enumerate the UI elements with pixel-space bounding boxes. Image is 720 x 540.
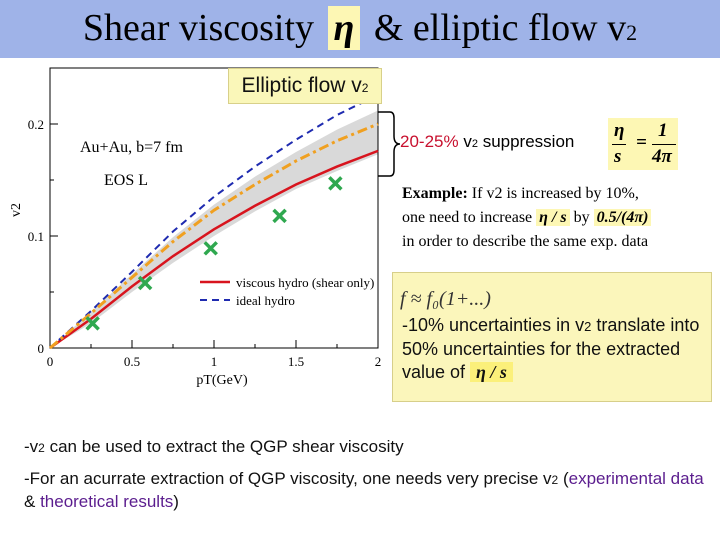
note-eta-s: η / s — [470, 362, 513, 382]
note-mid3: uncertainties for the extracted value of — [402, 339, 681, 382]
example-eta-s: η / s — [536, 209, 570, 226]
bullet2-sub: 2 — [551, 473, 559, 487]
suppression-v: v — [463, 132, 472, 151]
y-tick-label: 0.1 — [28, 229, 44, 244]
bullet2-amp: & — [24, 492, 41, 511]
x-tick-label: 1.5 — [288, 354, 304, 369]
v2-chart: 0 0.5 1 1.5 2 0 0.1 0.2 pT(GeV) v2 Au+Au, b=7 fm EO… — [9, 67, 381, 388]
bullet2-paren-open: ( — [558, 469, 569, 488]
bullet2-paren-close: ) — [173, 492, 179, 511]
example-line1: If v2 is increased by 10%, — [467, 185, 639, 202]
example-line2a: one need to increase — [402, 209, 537, 226]
note-sub: 2 — [584, 319, 592, 334]
marker-stroke — [272, 208, 287, 224]
suppression-sub: 2 — [471, 138, 478, 150]
kss-eq: = — [636, 132, 647, 153]
example-amount: 0.5/(4π) — [593, 209, 652, 226]
y-tick-label: 0.2 — [28, 117, 44, 132]
marker-stroke — [137, 275, 153, 291]
x-tick-label: 0 — [47, 354, 54, 369]
suppression-rest: suppression — [477, 132, 575, 151]
example-line3: in order to describe the same exp. data — [402, 233, 649, 250]
elliptic-flow-text: Elliptic flow v — [241, 74, 362, 97]
legend: viscous hydro (shear only) ideal hydro — [200, 275, 374, 308]
marker-stroke — [203, 241, 218, 256]
y-axis-label: v2 — [9, 203, 24, 217]
bullet1-sub: 2 — [38, 441, 45, 455]
elliptic-flow-sub: 2 — [361, 81, 369, 95]
x-tick-label: 2 — [375, 354, 382, 369]
elliptic-flow-label: Elliptic flow v2 — [228, 68, 382, 104]
note-pre: -10% — [402, 315, 445, 335]
annotation-eos: EOS L — [104, 172, 148, 189]
suppression-brace — [378, 111, 401, 177]
bullet-2: -For an acurrate extraction of QGP visco… — [24, 468, 714, 513]
uncertainty-note-box — [392, 272, 712, 402]
data-marker — [137, 275, 153, 291]
series-line-2 — [49, 122, 379, 350]
bullet2-pre: -For an acurrate extraction of QGP visco… — [24, 469, 552, 488]
kss-num-right: 1 — [658, 120, 668, 141]
data-marker — [203, 241, 218, 256]
kss-line-right — [652, 144, 676, 145]
data-marker — [272, 208, 287, 224]
title-sub: 2 — [626, 20, 638, 45]
slide-title: Shear viscosity η & elliptic flow v2 — [0, 6, 720, 50]
suppression-text: 20-25% v2 suppression — [400, 132, 574, 152]
kss-num-left: η — [614, 120, 625, 141]
title-eta: η — [327, 6, 361, 50]
annotation-system: Au+Au, b=7 fm — [80, 139, 183, 156]
axis-labels: 0 0.5 1 1.5 2 0 0.1 0.2 pT(GeV) v2 Au+Au, b=7 fm EO… — [9, 117, 381, 388]
x-tick-label: 0.5 — [124, 354, 140, 369]
suppression-percent: 20-25% — [400, 132, 459, 151]
uncertainty-note: -10% uncertainties in v2 translate into … — [402, 314, 708, 384]
bullet-1: -v2 can be used to extract the QGP shear… — [24, 436, 714, 459]
example-text: Example: If v2 is increased by 10%, one … — [402, 182, 714, 254]
bullet2-experimental: experimental data — [568, 469, 704, 488]
note-mid2: translate into — [591, 315, 700, 335]
bullet2-theoretical: theoretical results — [40, 492, 174, 511]
x-axis-label: pT(GeV) — [196, 373, 248, 388]
data-markers — [85, 176, 343, 331]
note-pct: 50% — [402, 339, 439, 359]
example-label: Example: — [402, 185, 468, 202]
example-line2b: by — [569, 209, 594, 226]
title-mid: & elliptic flow v — [373, 7, 627, 49]
series-line-0 — [49, 149, 379, 350]
data-marker — [328, 176, 343, 191]
bullet1-rest: can be used to extract the QGP shear vis… — [44, 437, 404, 456]
kss-line-left — [612, 144, 626, 145]
note-mid1: uncertainties in v — [444, 315, 585, 335]
legend-label-1: ideal hydro — [236, 293, 295, 308]
axes — [49, 67, 379, 349]
marker-stroke — [328, 176, 343, 191]
note-formula: f ≈ f₀(1+...) — [400, 288, 491, 310]
series-line-1 — [49, 93, 379, 349]
data-marker — [85, 316, 100, 331]
marker-stroke — [85, 316, 100, 331]
kss-den-left: s — [614, 146, 622, 167]
y-tick-label: 0 — [38, 341, 45, 356]
title-pre: Shear viscosity — [82, 7, 315, 49]
series-lines — [49, 93, 379, 350]
kss-den-right: 4π — [652, 146, 672, 167]
kss-formula: η s = 1 4π — [608, 118, 678, 170]
x-tick-label: 1 — [211, 354, 218, 369]
legend-label-0: viscous hydro (shear only) — [236, 275, 374, 290]
bullet1-pre: -v — [24, 437, 39, 456]
